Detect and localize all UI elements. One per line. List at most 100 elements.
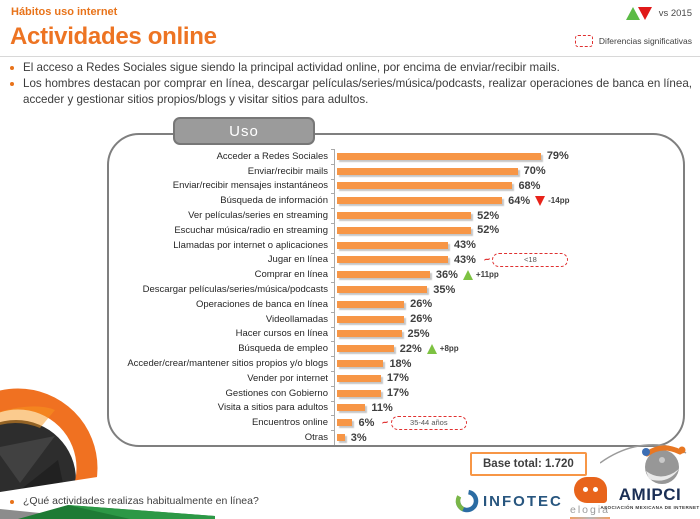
bar-area: 17%: [334, 370, 676, 386]
bullet-item: Los hombres destacan por comprar en líne…: [10, 76, 692, 107]
vs-label: vs 2015: [658, 8, 692, 19]
bar: [337, 212, 472, 220]
bar-area: 26%: [334, 296, 676, 312]
bar-area: 26%: [334, 311, 676, 327]
category-label: Operaciones de banca en línea: [195, 298, 328, 310]
marker-label: -14pp: [548, 196, 570, 206]
chart-row: Vender por internet 17%: [110, 370, 676, 386]
chart-row: Visita a sitios para adultos 11%: [110, 400, 676, 416]
category-label: Búsqueda de información: [220, 195, 328, 207]
bar-area: 70%: [334, 163, 676, 179]
bar-value: 22%: [399, 342, 422, 355]
bar: [337, 167, 518, 175]
elogia-logo-text: elogia: [569, 504, 611, 516]
bar-value: 43%: [453, 253, 476, 266]
bullet-item: El acceso a Redes Sociales sigue siendo …: [10, 60, 692, 75]
chart-row: Hacer cursos en línea 25%: [110, 326, 676, 342]
down-triangle-icon: [637, 7, 652, 20]
bar-area: 52%: [334, 222, 676, 238]
bar-area: 11%: [334, 400, 676, 416]
bar: [337, 197, 503, 205]
bar: [337, 360, 384, 368]
bar-area: 68%: [334, 178, 676, 194]
bar: [337, 152, 541, 160]
elogia-icon: [573, 477, 607, 503]
infotec-logo-text: INFOTEC: [483, 492, 563, 510]
category-label: Descargar películas/series/música/podcas…: [142, 284, 328, 296]
page-title: Actividades online: [10, 23, 217, 50]
bar-value: 26%: [410, 298, 433, 311]
bar-value: 17%: [386, 387, 409, 400]
category-label: Videollamadas: [265, 313, 328, 325]
callout-box: <18: [492, 252, 569, 267]
summary-bullets: El acceso a Redes Sociales sigue siendo …: [10, 60, 692, 108]
footer-question-text: ¿Qué actividades realizas habitualmente …: [23, 495, 259, 507]
bar-area: 17%: [334, 385, 676, 401]
bar-value: 43%: [453, 239, 476, 252]
chart-row: Búsqueda de empleo 22% +8pp: [110, 341, 676, 357]
chart-row: Comprar en línea 36% +11pp: [110, 267, 676, 283]
bar: [337, 374, 381, 382]
chart-row: Otras 3%: [110, 430, 676, 445]
bar-value: 68%: [518, 179, 541, 192]
callout-box: 35-44 años: [390, 415, 467, 430]
elogia-tagline-strip: [570, 517, 610, 519]
bar-value: 52%: [477, 209, 500, 222]
infotec-icon: [455, 489, 479, 513]
bar-area: 18%: [334, 356, 676, 371]
category-label: Búsqueda de empleo: [238, 343, 328, 355]
chart-row: Llamadas por internet o aplicaciones 43%: [110, 237, 676, 253]
chart-rows: Acceder a Redes Sociales 79% Enviar/recibi…: [110, 149, 676, 445]
amipci-logo-subtext: ASOCIACIÓN MEXICANA DE INTERNET: [600, 504, 700, 510]
category-label: Enviar/recibir mensajes instantáneos: [172, 180, 328, 192]
base-total-box: Base total: 1.720: [470, 452, 587, 476]
bar-value: 6%: [358, 416, 375, 429]
bar-value: 18%: [389, 357, 412, 370]
bar: [337, 182, 513, 190]
bar: [337, 286, 428, 294]
bar-value: 52%: [477, 224, 500, 237]
chart-row: Videollamadas 26%: [110, 311, 676, 327]
bar-area: 43% ~ <18: [334, 252, 676, 268]
significance-legend: Diferencias significativas: [574, 35, 692, 47]
infotec-logo: INFOTEC: [454, 488, 563, 514]
category-label: Comprar en línea: [254, 269, 328, 281]
bar-area: 43%: [334, 237, 676, 253]
callout-connector-icon: ~: [482, 253, 492, 267]
bar-area: 64% -14pp: [334, 193, 676, 209]
increase-triangle-icon: [426, 343, 437, 354]
title-divider: [0, 56, 700, 57]
bullet-icon: [10, 82, 14, 87]
category-label: Jugar en línea: [267, 254, 328, 266]
bar-value: 79%: [546, 150, 569, 163]
chart-row: Jugar en línea 43% ~ <18: [110, 252, 676, 268]
marker-label: +11pp: [475, 270, 499, 280]
category-label: Escuchar música/radio en streaming: [174, 224, 328, 236]
bar-value: 11%: [371, 401, 393, 414]
bullet-icon: [10, 499, 14, 504]
chart-row: Enviar/recibir mensajes instantáneos 68%: [110, 178, 676, 194]
amipci-globe-icon: [599, 443, 687, 484]
bar: [337, 330, 402, 338]
significance-callout: ~ <18: [482, 252, 569, 267]
bottom-band-decoration: [0, 505, 215, 519]
chart-row: Búsqueda de información 64% -14pp: [110, 193, 676, 209]
callout-connector-icon: ~: [380, 416, 391, 430]
significance-legend-label: Diferencias significativas: [598, 36, 692, 46]
chart-row: Gestiones con Gobierno 17%: [110, 385, 676, 401]
bar: [337, 300, 405, 308]
category-label: Enviar/recibir mails: [247, 165, 328, 177]
bar-value: 3%: [350, 431, 367, 444]
slide-kicker: Hábitos uso internet: [11, 6, 118, 18]
marker-label: +8pp: [439, 344, 459, 354]
bullet-icon: [10, 66, 14, 70]
bar-area: 52%: [334, 208, 676, 223]
elogia-logo: elogia: [566, 477, 614, 519]
dashed-box-icon: [574, 35, 593, 47]
bar: [337, 315, 405, 323]
up-triangle-icon: [625, 7, 640, 20]
category-label: Acceder/crear/mantener sitios propios y/…: [127, 358, 328, 370]
bullet-text: El acceso a Redes Sociales sigue siendo …: [23, 61, 560, 74]
chart-row: Encuentros online 6% ~35-44 años: [110, 415, 676, 431]
